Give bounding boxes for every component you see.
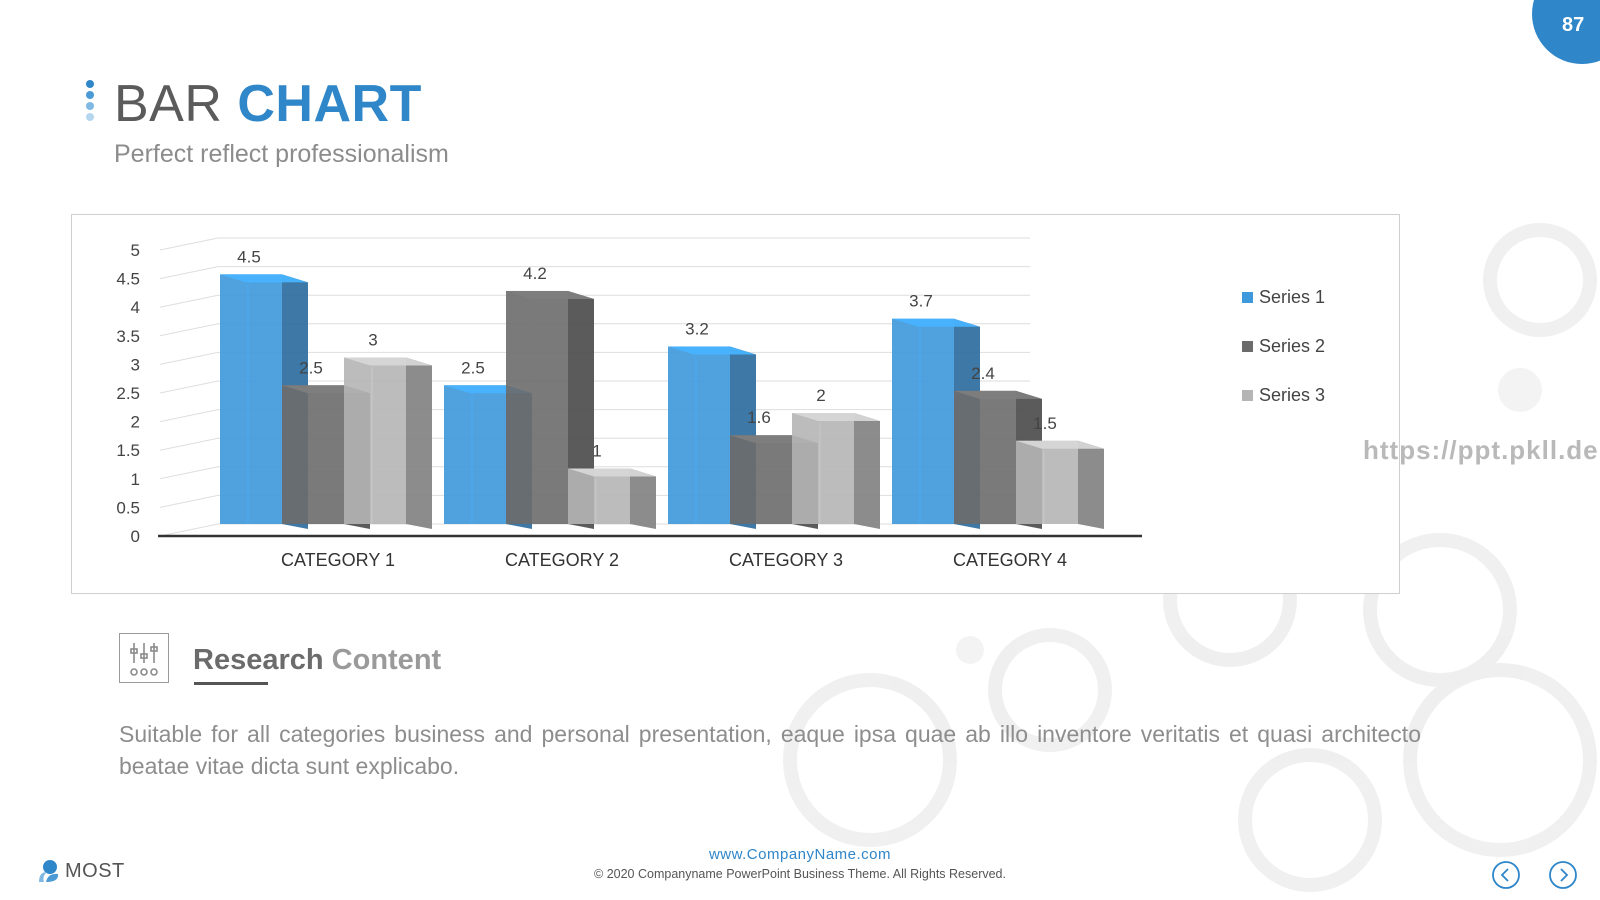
data-label: 3.2 (685, 319, 709, 338)
y-tick-label: 2.5 (116, 384, 140, 403)
data-label: 3.7 (909, 292, 933, 311)
bar-top (892, 318, 980, 327)
next-slide-icon[interactable] (1548, 860, 1578, 890)
data-label: 3 (368, 331, 377, 350)
y-tick-label: 5 (131, 241, 140, 260)
y-tick-label: 3 (131, 355, 140, 374)
bar-top (506, 290, 594, 299)
bar-top (344, 357, 432, 366)
data-label: 2 (816, 386, 825, 405)
bar (954, 390, 1016, 524)
logo-text: MOST (65, 859, 125, 882)
page-title: BAR CHART (114, 74, 422, 134)
x-tick-label: CATEGORY 2 (505, 550, 619, 570)
logo-icon (39, 860, 59, 882)
bar-side (406, 357, 432, 529)
bar-side (1078, 440, 1104, 529)
data-label: 2.5 (461, 358, 485, 377)
bar (444, 385, 506, 524)
watermark: https://ppt.pkll.de (1363, 435, 1599, 465)
legend-swatch (1242, 390, 1253, 401)
chart-legend: Series 1 Series 2 Series 3 (1242, 273, 1325, 420)
sliders-icon (119, 633, 169, 683)
title-dots-icon (86, 80, 94, 124)
y-tick-label: 3.5 (116, 327, 140, 346)
bar-side (630, 468, 656, 529)
side-gridline (159, 494, 219, 508)
x-tick-label: CATEGORY 3 (729, 550, 843, 570)
bar-chart: 0 0.5 1 1.5 2 2.5 3 3.5 4 4.5 5 4.5 2.5 3 CATEGORY 1 2.… (116, 237, 1142, 570)
bar-top (792, 413, 880, 422)
bar (792, 413, 854, 524)
bar (568, 468, 630, 524)
research-title-part-2: Content (331, 644, 442, 676)
research-body-text: Suitable for all categories business and… (119, 721, 1421, 779)
y-tick-label: 2 (131, 413, 140, 432)
legend-label: Series 2 (1259, 336, 1326, 356)
side-gridline (159, 294, 219, 308)
data-label: 1.6 (747, 408, 771, 427)
page-subtitle: Perfect reflect professionalism (114, 140, 449, 168)
research-title-part-1: Research (193, 644, 324, 676)
research-title: Research Content (193, 644, 441, 677)
bar (220, 274, 282, 524)
page-number-badge: 87 (1532, 0, 1600, 64)
legend-label: Series 1 (1259, 287, 1326, 307)
y-tick-label: 0 (131, 527, 140, 546)
data-label: 4.2 (523, 264, 547, 283)
y-tick-label: 1 (131, 470, 140, 489)
bar-top (954, 390, 1042, 399)
side-gridline (159, 380, 219, 394)
page-number: 87 (1562, 14, 1585, 36)
footer-copyright: © 2020 Companyname PowerPoint Business T… (594, 867, 1006, 881)
legend-entry: Series 2 (1242, 322, 1325, 371)
side-gridline (159, 409, 219, 423)
legend-entry: Series 1 (1242, 273, 1325, 322)
bar-top (668, 346, 756, 355)
y-tick-label: 4 (131, 298, 140, 317)
title-part-1: BAR (114, 75, 223, 133)
bar-top (220, 274, 308, 283)
side-gridline (159, 351, 219, 365)
title-part-2: CHART (237, 75, 422, 133)
bar (730, 435, 792, 524)
previous-slide-icon[interactable] (1491, 860, 1521, 890)
data-label: 1 (592, 442, 601, 461)
footer-url[interactable]: www.CompanyName.com (708, 846, 892, 863)
bar-side (854, 413, 880, 529)
y-tick-label: 1.5 (116, 441, 140, 460)
side-gridline (159, 237, 219, 251)
data-label: 1.5 (1033, 414, 1057, 433)
legend-entry: Series 3 (1242, 371, 1325, 420)
data-label: 4.5 (237, 247, 261, 266)
bar (506, 290, 568, 524)
x-tick-label: CATEGORY 1 (281, 550, 395, 570)
legend-swatch (1242, 341, 1253, 352)
bar (668, 346, 730, 524)
x-tick-label: CATEGORY 4 (953, 550, 1067, 570)
legend-swatch (1242, 292, 1253, 303)
research-underline (194, 682, 268, 685)
side-gridline (159, 266, 219, 280)
y-tick-label: 0.5 (116, 498, 140, 517)
side-gridline (159, 323, 219, 337)
bar-top (1016, 440, 1104, 449)
bar-top (568, 468, 656, 477)
y-tick-label: 4.5 (116, 270, 140, 289)
bar (282, 385, 344, 524)
data-label: 2.5 (299, 358, 323, 377)
bar (1016, 440, 1078, 524)
bar (892, 318, 954, 524)
company-logo: MOST (36, 858, 125, 884)
bar (344, 357, 406, 524)
data-label: 2.4 (971, 364, 995, 383)
side-gridline (159, 466, 219, 480)
side-gridline (159, 437, 219, 451)
side-gridline (159, 523, 219, 537)
chart-container: 0 0.5 1 1.5 2 2.5 3 3.5 4 4.5 5 4.5 2.5 3 CATEGORY 1 2.… (71, 214, 1400, 594)
legend-label: Series 3 (1259, 385, 1326, 405)
